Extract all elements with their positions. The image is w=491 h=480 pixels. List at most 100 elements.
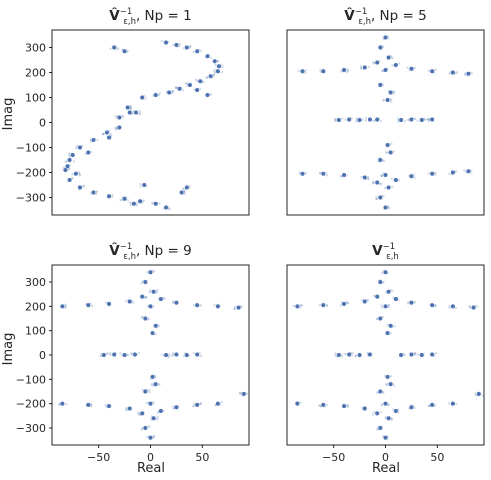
density-dot [454, 306, 458, 310]
y-axis-label-top: Imag [1, 98, 16, 131]
title-subscript: ε,h [123, 252, 136, 262]
density-dot [366, 177, 370, 180]
data-point [450, 401, 456, 407]
density-dot [124, 407, 128, 410]
density-dot [367, 177, 370, 181]
density-dot [199, 49, 202, 53]
title-rest: , Np = 9 [136, 243, 192, 259]
data-point [139, 294, 145, 300]
data-point [408, 404, 414, 410]
density-dot [213, 70, 216, 73]
density-dot [406, 302, 410, 305]
density-dot [391, 185, 394, 188]
density-dot [391, 56, 394, 60]
density-dot [397, 62, 401, 65]
density-dot [364, 119, 368, 122]
density-dot [424, 118, 427, 121]
density-dot [396, 117, 400, 120]
data-point [131, 201, 137, 207]
y-tick-label: 200 [25, 300, 46, 313]
x-tick-label: 0 [147, 451, 154, 464]
density-dot [372, 119, 375, 123]
data-point [208, 73, 214, 79]
density-dot [413, 300, 416, 304]
title-subscript: ε,h [358, 17, 371, 27]
density-dot [129, 352, 133, 355]
data-point [341, 301, 347, 307]
data-point [382, 303, 389, 309]
density-dot [181, 89, 184, 92]
density-dot [344, 118, 347, 121]
density-dot [168, 207, 171, 211]
density-dot [137, 411, 140, 414]
data-point [385, 374, 391, 380]
density-dot [209, 93, 213, 96]
data-point [341, 67, 347, 73]
title-superscript: −1 [120, 242, 133, 252]
title-subscript: ε,h [386, 252, 399, 262]
data-point [382, 172, 389, 178]
data-point [85, 402, 91, 408]
y-tick-label: −200 [16, 398, 46, 411]
data-point [194, 351, 200, 358]
data-point [377, 425, 383, 431]
data-point [204, 92, 211, 98]
data-point [127, 109, 133, 116]
x-tick-label: 50 [195, 451, 209, 464]
data-point [106, 301, 112, 307]
y-axis-label-bottom: Imag [1, 333, 16, 366]
density-dot [379, 410, 383, 414]
density-dot [346, 68, 350, 72]
density-dot [414, 351, 417, 355]
density-dot [390, 98, 393, 101]
data-point [398, 352, 404, 358]
density-dot [152, 435, 155, 438]
data-point [147, 401, 154, 407]
data-point [388, 89, 394, 96]
data-point [67, 177, 73, 183]
data-point [465, 71, 471, 77]
density-dot [213, 303, 216, 307]
data-point [429, 171, 435, 177]
data-point [374, 179, 380, 186]
data-point [122, 352, 128, 358]
data-point [320, 171, 326, 177]
density-dot [195, 80, 199, 83]
density-dot [199, 304, 203, 307]
density-dot [152, 270, 156, 273]
data-point [158, 296, 164, 302]
data-point [187, 82, 193, 88]
plot-frame [286, 29, 485, 216]
data-point [137, 198, 143, 204]
data-point [300, 171, 306, 177]
data-point [362, 298, 368, 305]
density-dot [105, 352, 109, 355]
density-dot [138, 112, 141, 115]
data-point [450, 69, 456, 76]
density-dot [345, 301, 349, 304]
data-point [59, 401, 65, 407]
data-point [385, 97, 391, 103]
density-dot [382, 98, 385, 102]
y-tick-label: 300 [25, 42, 46, 55]
density-dot [192, 50, 195, 54]
data-point [142, 279, 148, 285]
density-dot [416, 119, 419, 122]
y-tick-label: 0 [39, 117, 46, 130]
density-dot [464, 73, 467, 77]
data-point [194, 302, 200, 308]
data-point [382, 67, 389, 73]
x-tick-label: 0 [382, 451, 389, 464]
density-dot [140, 316, 144, 319]
density-dot [390, 177, 394, 181]
density-dot [148, 425, 151, 428]
density-dot [145, 270, 149, 274]
data-point [153, 323, 159, 329]
density-dot [389, 375, 393, 378]
y-tick-label: 100 [25, 92, 46, 105]
data-point [142, 425, 148, 431]
data-point [216, 63, 222, 69]
density-dot [199, 402, 203, 405]
density-dot [392, 92, 396, 95]
